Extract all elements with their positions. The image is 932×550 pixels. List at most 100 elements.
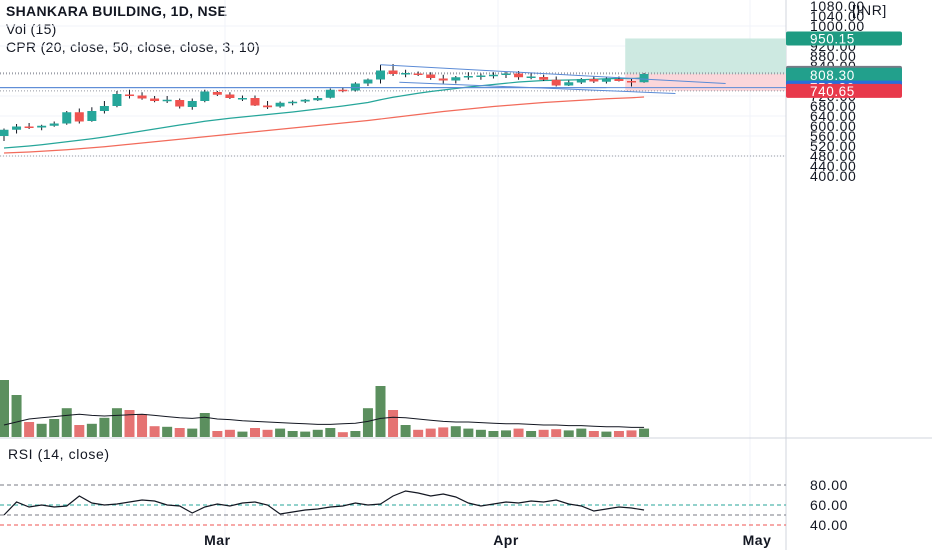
candle-body bbox=[438, 78, 448, 81]
candle-body bbox=[300, 99, 310, 102]
volume-bar bbox=[137, 414, 148, 437]
volume-bar bbox=[0, 380, 9, 437]
volume-bar bbox=[488, 431, 499, 437]
candle-body bbox=[49, 123, 59, 126]
price-tick-label: 520.00 bbox=[810, 138, 856, 154]
candle-body bbox=[212, 92, 222, 95]
volume-bar bbox=[613, 431, 624, 437]
candle-body bbox=[237, 98, 247, 100]
volume-bar bbox=[513, 428, 524, 437]
volume-bar bbox=[11, 395, 22, 437]
rsi-tick-label: 60.00 bbox=[810, 497, 848, 513]
volume-bar bbox=[124, 410, 135, 437]
candle-body bbox=[263, 105, 273, 108]
volume-bar bbox=[224, 429, 235, 437]
candle-body bbox=[363, 79, 373, 84]
volume-bar bbox=[588, 431, 599, 437]
candle-body bbox=[514, 73, 524, 78]
price-tick-label: 640.00 bbox=[810, 108, 856, 124]
volume-bar bbox=[438, 427, 449, 437]
volume-bar bbox=[36, 423, 47, 437]
volume-bar bbox=[551, 429, 562, 437]
candle-body bbox=[74, 112, 84, 122]
candle-body bbox=[488, 74, 498, 77]
price-tick-label: 1080.00 bbox=[810, 0, 865, 14]
candle-body bbox=[12, 126, 22, 130]
candle-body bbox=[288, 101, 298, 104]
price-tick-label: 680.00 bbox=[810, 98, 856, 114]
volume-bar bbox=[475, 429, 486, 437]
rsi-tick-label: 80.00 bbox=[810, 477, 848, 493]
volume-bar bbox=[362, 408, 373, 437]
volume-bar bbox=[463, 428, 474, 437]
candle-body bbox=[162, 99, 172, 102]
volume-bar bbox=[375, 386, 386, 437]
candle-body bbox=[87, 111, 97, 121]
price-tag bbox=[786, 83, 902, 98]
candle-body bbox=[576, 79, 586, 83]
volume-bar bbox=[237, 431, 248, 437]
rsi-legend: RSI (14, close) bbox=[8, 446, 110, 462]
candle-body bbox=[275, 102, 285, 107]
volume-bar bbox=[425, 428, 436, 437]
volume-bar bbox=[99, 417, 110, 437]
candle-body bbox=[250, 98, 260, 106]
volume-bar bbox=[639, 428, 650, 437]
volume-bar bbox=[275, 428, 286, 437]
volume-bar bbox=[526, 431, 537, 437]
price-tick-label: 1000.00 bbox=[810, 18, 865, 34]
time-label: Mar bbox=[204, 532, 230, 548]
candle-body bbox=[0, 129, 9, 136]
candle-body bbox=[338, 89, 348, 92]
ma50-line bbox=[3, 96, 645, 154]
candle-body bbox=[187, 101, 197, 107]
channel-trendlines bbox=[0, 64, 726, 94]
price-tick-label: 1040.00 bbox=[810, 8, 865, 24]
volume-bar bbox=[300, 431, 311, 437]
candle-body bbox=[413, 73, 423, 75]
volume-bar bbox=[337, 432, 348, 437]
volume-bar bbox=[312, 429, 323, 437]
candle-body bbox=[564, 82, 574, 86]
volume-bar bbox=[400, 425, 411, 437]
time-axis: Mar Apr May bbox=[204, 532, 771, 548]
price-tag-label: 950.15 bbox=[810, 31, 855, 46]
volume-bar bbox=[111, 408, 122, 437]
price-tag-label: 808.30 bbox=[810, 68, 855, 83]
symbol-title: SHANKARA BUILDING, 1D, NSE bbox=[6, 3, 228, 19]
candle-body bbox=[388, 70, 398, 74]
candle-body bbox=[225, 94, 235, 98]
rsi-pane: RSI (14, close) bbox=[0, 446, 786, 526]
volume-bar bbox=[61, 408, 72, 437]
candle-body bbox=[526, 76, 536, 78]
volume-bar bbox=[162, 426, 173, 437]
candle-body bbox=[639, 74, 649, 83]
candle-body bbox=[325, 89, 335, 98]
candlesticks bbox=[0, 64, 649, 141]
price-tick-label: 600.00 bbox=[810, 118, 856, 134]
candle-body bbox=[112, 94, 122, 106]
volume-bar bbox=[86, 423, 97, 437]
volume-bars bbox=[0, 380, 650, 437]
price-tag-label: 740.65 bbox=[810, 84, 855, 99]
volume-bar bbox=[538, 429, 549, 437]
candle-body bbox=[589, 79, 599, 82]
volume-bar bbox=[388, 410, 399, 437]
volume-bar bbox=[74, 425, 85, 437]
candle-body bbox=[601, 78, 611, 82]
candle-body bbox=[539, 77, 549, 80]
volume-ma-line bbox=[3, 413, 645, 428]
price-tick-label: 400.00 bbox=[810, 168, 856, 184]
currency-label: [INR] bbox=[852, 2, 887, 18]
volume-bar bbox=[501, 430, 511, 437]
volume-bar bbox=[149, 426, 160, 437]
volume-bar bbox=[187, 428, 198, 437]
candle-body bbox=[401, 73, 411, 75]
trade-setup-zones bbox=[625, 38, 786, 91]
price-tick-label: 480.00 bbox=[810, 148, 856, 164]
candle-body bbox=[150, 98, 160, 101]
time-label: Apr bbox=[493, 532, 519, 548]
price-tag bbox=[786, 31, 902, 46]
